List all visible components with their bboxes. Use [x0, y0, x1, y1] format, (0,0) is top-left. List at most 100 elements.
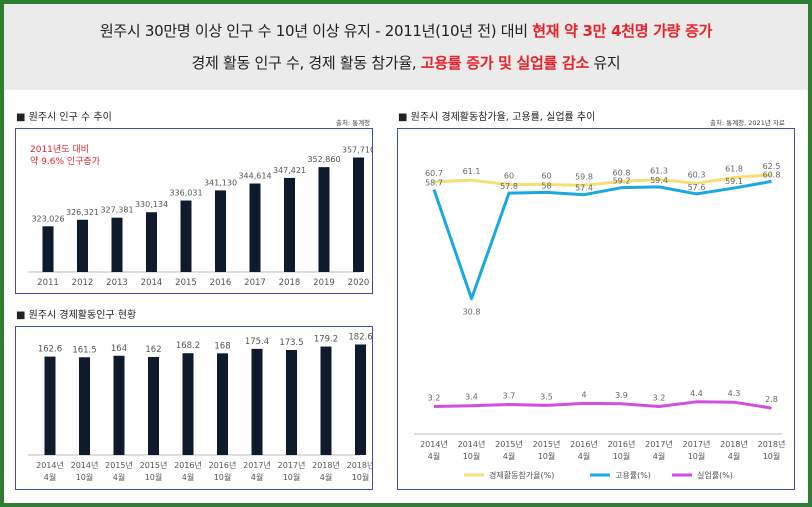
population-annotation: 2011년도 대비 — [30, 144, 89, 155]
rates-value-label: 60 — [541, 172, 551, 181]
rates-legend-label: 고용률(%) — [615, 471, 651, 480]
population-year-label: 2011 — [37, 278, 59, 288]
econ-bar — [79, 357, 90, 455]
rates-category-label: 4월 — [728, 451, 740, 461]
econ-value-label: 161.5 — [72, 345, 96, 355]
headline-2-highlight: 고용률 증가 및 실업률 감소 — [420, 54, 590, 72]
rates-value-label: 61.3 — [650, 166, 668, 175]
infographic-frame: 원주시 30만명 이상 인구 수 10년 이상 유지 - 2011년(10년 전… — [4, 4, 808, 503]
rates-category-label: 4월 — [578, 451, 590, 461]
rates-series-line — [433, 173, 772, 187]
rates-chart-source: 출처: 통계청, 2021년 자료 — [710, 119, 785, 127]
econ-category-label: 2016년 — [209, 460, 237, 470]
population-chart: 323,026 2011 326,321 2012 327,381 2013 330,134… — [28, 144, 375, 288]
rates-value-label: 4 — [581, 390, 586, 399]
population-value-label: 341,130 — [204, 178, 237, 187]
rates-value-label: 3.2 — [653, 393, 666, 402]
rates-category-label: 2018년 — [720, 439, 748, 449]
rates-category-label: 4월 — [653, 451, 665, 461]
population-year-label: 2016 — [210, 278, 232, 288]
econ-category-label: 2018년 — [312, 460, 340, 470]
rates-category-label: 10월 — [538, 451, 556, 461]
econ-category-label: 10월 — [76, 472, 94, 482]
econ-category-label: 2016년 — [174, 460, 202, 470]
headline-2-text: 경제 활동 인구 수, 경제 활동 참가율, — [191, 54, 421, 72]
population-year-label: 2018 — [279, 278, 301, 288]
population-chart-source: 출처: 통계청 — [336, 119, 371, 127]
rates-category-label: 10월 — [688, 451, 706, 461]
headline-1-highlight: 현재 약 3만 4천명 가량 증가 — [532, 22, 713, 40]
rates-value-label: 2.8 — [765, 395, 778, 404]
population-bar — [42, 226, 54, 272]
rates-category-label: 10월 — [763, 451, 781, 461]
population-value-label: 327,381 — [100, 206, 133, 215]
rates-category-label: 2014년 — [458, 439, 486, 449]
population-bar — [318, 167, 330, 272]
population-value-label: 323,026 — [31, 214, 64, 223]
econ-bar — [320, 346, 332, 455]
rates-value-label: 59.2 — [613, 177, 631, 186]
econ-pop-chart-title: ■ 원주시 경제활동인구 현황 — [16, 310, 137, 321]
population-year-label: 2012 — [72, 278, 94, 288]
econ-bar — [251, 348, 263, 455]
rates-value-label: 60.8 — [763, 170, 781, 179]
population-annotation: 약 9.6% 인구증가 — [30, 155, 100, 167]
econ-value-label: 168.2 — [176, 341, 200, 351]
econ-category-label: 2014년 — [71, 460, 99, 470]
rates-category-label: 2016년 — [608, 439, 636, 449]
econ-value-label: 168 — [214, 341, 230, 351]
rates-value-label: 59.4 — [650, 176, 668, 185]
rates-value-label: 58.7 — [425, 179, 443, 188]
econ-pop-chart-panel: 162.6 2014년 4월 161.5 2014년 10월 164 2015년 4월 162 20… — [15, 326, 374, 490]
headline-1: 원주시 30만명 이상 인구 수 10년 이상 유지 - 2011년(10년 전… — [4, 20, 808, 41]
rates-series-line — [433, 400, 772, 410]
econ-category-label: 10월 — [214, 472, 232, 482]
rates-value-label: 4.3 — [728, 389, 741, 398]
population-year-label: 2013 — [106, 278, 128, 288]
rates-value-label: 57.6 — [688, 183, 706, 192]
population-value-label: 336,031 — [169, 189, 202, 198]
population-year-label: 2015 — [175, 278, 197, 288]
rates-category-label: 10월 — [463, 451, 481, 461]
population-value-label: 357,710 — [342, 146, 372, 155]
population-year-label: 2017 — [244, 278, 266, 288]
population-bar — [146, 212, 157, 272]
econ-bar — [286, 350, 297, 455]
population-bar — [249, 183, 261, 272]
rates-category-label: 10월 — [613, 451, 631, 461]
population-year-label: 2019 — [313, 278, 335, 288]
econ-category-label: 2015년 — [105, 460, 133, 470]
econ-bar — [148, 356, 159, 455]
econ-bar — [182, 353, 194, 455]
population-bar — [215, 190, 226, 272]
econ-bar — [44, 356, 56, 455]
econ-category-label: 4월 — [251, 472, 263, 482]
population-chart-title: ■ 원주시 인구 수 추이 — [16, 112, 112, 123]
population-year-label: 2020 — [348, 278, 370, 288]
econ-category-label: 2018년 — [347, 460, 372, 470]
econ-bar — [113, 355, 125, 455]
headline-2: 경제 활동 인구 수, 경제 활동 참가율, 고용률 증가 및 실업률 감소 유… — [4, 52, 808, 73]
econ-category-label: 10월 — [352, 472, 370, 482]
rates-value-label: 3.9 — [615, 391, 628, 400]
population-value-label: 352,860 — [307, 155, 340, 164]
headline-1-text: 원주시 30만명 이상 인구 수 10년 이상 유지 - 2011년(10년 전… — [99, 22, 533, 40]
population-bar — [77, 219, 88, 272]
econ-category-label: 10월 — [283, 472, 301, 482]
rates-category-label: 2017년 — [645, 439, 673, 449]
rates-value-label: 60.3 — [688, 170, 706, 179]
econ-value-label: 175.4 — [245, 337, 269, 347]
rates-category-label: 2018년 — [758, 439, 786, 449]
population-value-label: 326,321 — [66, 208, 99, 217]
rates-category-label: 4월 — [503, 451, 515, 461]
rates-value-label: 4.4 — [690, 389, 703, 398]
rates-value-label: 3.2 — [428, 393, 441, 402]
econ-category-label: 4월 — [44, 472, 56, 482]
econ-category-label: 4월 — [182, 472, 194, 482]
rates-category-label: 2017년 — [683, 439, 711, 449]
rates-category-label: 4월 — [428, 451, 440, 461]
population-value-label: 330,134 — [135, 200, 168, 209]
econ-value-label: 164 — [111, 344, 127, 354]
rates-chart-title: ■ 원주시 경제활동참가율, 고용률, 실업률 추이 — [398, 112, 596, 123]
population-year-label: 2014 — [141, 278, 163, 288]
